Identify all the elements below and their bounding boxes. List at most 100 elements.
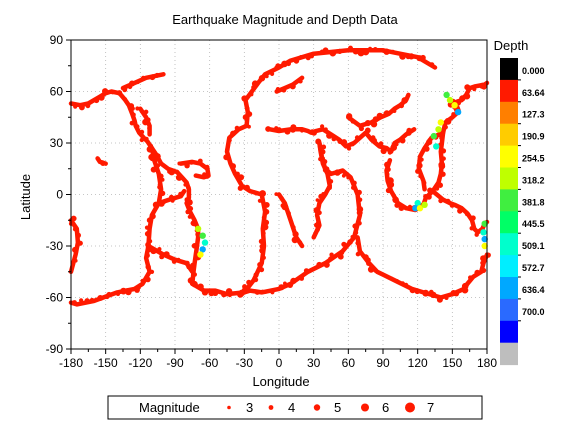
quake-point (93, 97, 100, 104)
quake-point (427, 187, 433, 194)
quake-point (468, 275, 473, 280)
quake-point (286, 61, 291, 67)
x-tick-label: 60 (342, 356, 356, 370)
quake-point (480, 260, 485, 266)
quake-point (190, 262, 196, 269)
quake-point (157, 184, 163, 190)
quake-point (348, 45, 353, 51)
quake-point (74, 249, 79, 254)
quake-point (192, 272, 197, 277)
quake-point (149, 144, 154, 148)
quake-point (445, 198, 451, 204)
quake-point (322, 47, 329, 54)
quake-point (394, 142, 399, 147)
colorbar-segment (500, 298, 518, 322)
quake-point (248, 91, 254, 96)
quake-point (257, 262, 263, 268)
quake-point (463, 92, 471, 100)
deep-quake-point (433, 143, 440, 150)
quake-point (154, 72, 160, 78)
quake-point (385, 187, 391, 194)
quake-point (323, 261, 330, 268)
quake-point (287, 215, 292, 220)
quake-point (197, 158, 203, 164)
quake-point (241, 95, 248, 102)
quake-point (290, 124, 297, 131)
legend-marker (268, 405, 274, 410)
x-tick-label: -30 (236, 356, 254, 370)
quake-point (291, 236, 299, 244)
quake-point (297, 240, 303, 245)
legend-marker (227, 405, 231, 410)
quake-point (464, 211, 470, 217)
quake-point (354, 135, 360, 140)
quake-point (190, 220, 197, 227)
quake-point (426, 139, 433, 146)
x-tick-label: 120 (408, 356, 428, 370)
quake-point (99, 160, 104, 165)
quake-point (331, 136, 337, 142)
quake-point (318, 157, 323, 162)
deep-quake-point (481, 220, 488, 227)
colorbar-label: 445.5 (522, 219, 545, 229)
quake-point (409, 287, 416, 294)
quake-point (191, 280, 198, 288)
legend-label: 3 (246, 400, 253, 415)
quake-point (122, 97, 128, 102)
quake-point (480, 255, 487, 262)
quake-point (440, 148, 447, 154)
quake-point (258, 238, 264, 244)
y-tick-label: 90 (50, 33, 64, 47)
quake-point (144, 252, 150, 259)
quake-point (230, 130, 236, 137)
quake-point (270, 71, 275, 76)
quake-point (341, 139, 348, 146)
quake-point (130, 106, 135, 111)
quake-point (364, 127, 371, 134)
quake-point (79, 104, 85, 111)
deep-quake-point (443, 91, 450, 99)
quake-point (422, 289, 430, 297)
quake-point (389, 276, 394, 281)
deep-quake-point (197, 251, 204, 258)
quake-point (327, 185, 331, 190)
quake-point (376, 112, 383, 120)
quake-point (264, 74, 269, 79)
quake-point (317, 210, 322, 215)
quake-point (254, 289, 260, 295)
quake-point (245, 106, 250, 111)
quake-point (258, 75, 266, 82)
colorbar-title: Depth (494, 38, 529, 53)
colorbar-label: 190.9 (522, 132, 545, 142)
quake-point (283, 281, 287, 286)
quake-point (227, 138, 232, 143)
quake-point (150, 247, 157, 255)
quake-point (149, 74, 156, 81)
quake-point (150, 166, 157, 173)
quake-point (148, 239, 153, 244)
magnitude-legend: Magnitude 3 4 5 6 7 (107, 395, 483, 420)
quake-point (253, 277, 259, 283)
quake-point (362, 254, 369, 261)
quake-point (189, 160, 194, 165)
quake-point (428, 289, 434, 295)
quake-point (146, 217, 153, 223)
quake-point (275, 87, 280, 92)
quake-point (74, 258, 78, 263)
quake-point (154, 157, 159, 162)
x-tick-label: 30 (307, 356, 321, 370)
quake-point (371, 137, 377, 144)
quake-point (77, 240, 83, 246)
quake-point (289, 83, 296, 90)
quake-point (472, 87, 477, 92)
quake-point (229, 163, 234, 167)
quake-point (85, 103, 91, 109)
quake-point (316, 261, 323, 268)
quake-point (176, 257, 181, 262)
quake-point (298, 78, 303, 84)
quake-point (145, 276, 151, 283)
deep-quake-point (430, 132, 437, 140)
quake-point (387, 177, 394, 185)
quake-point (140, 75, 146, 81)
quake-point (234, 125, 240, 131)
